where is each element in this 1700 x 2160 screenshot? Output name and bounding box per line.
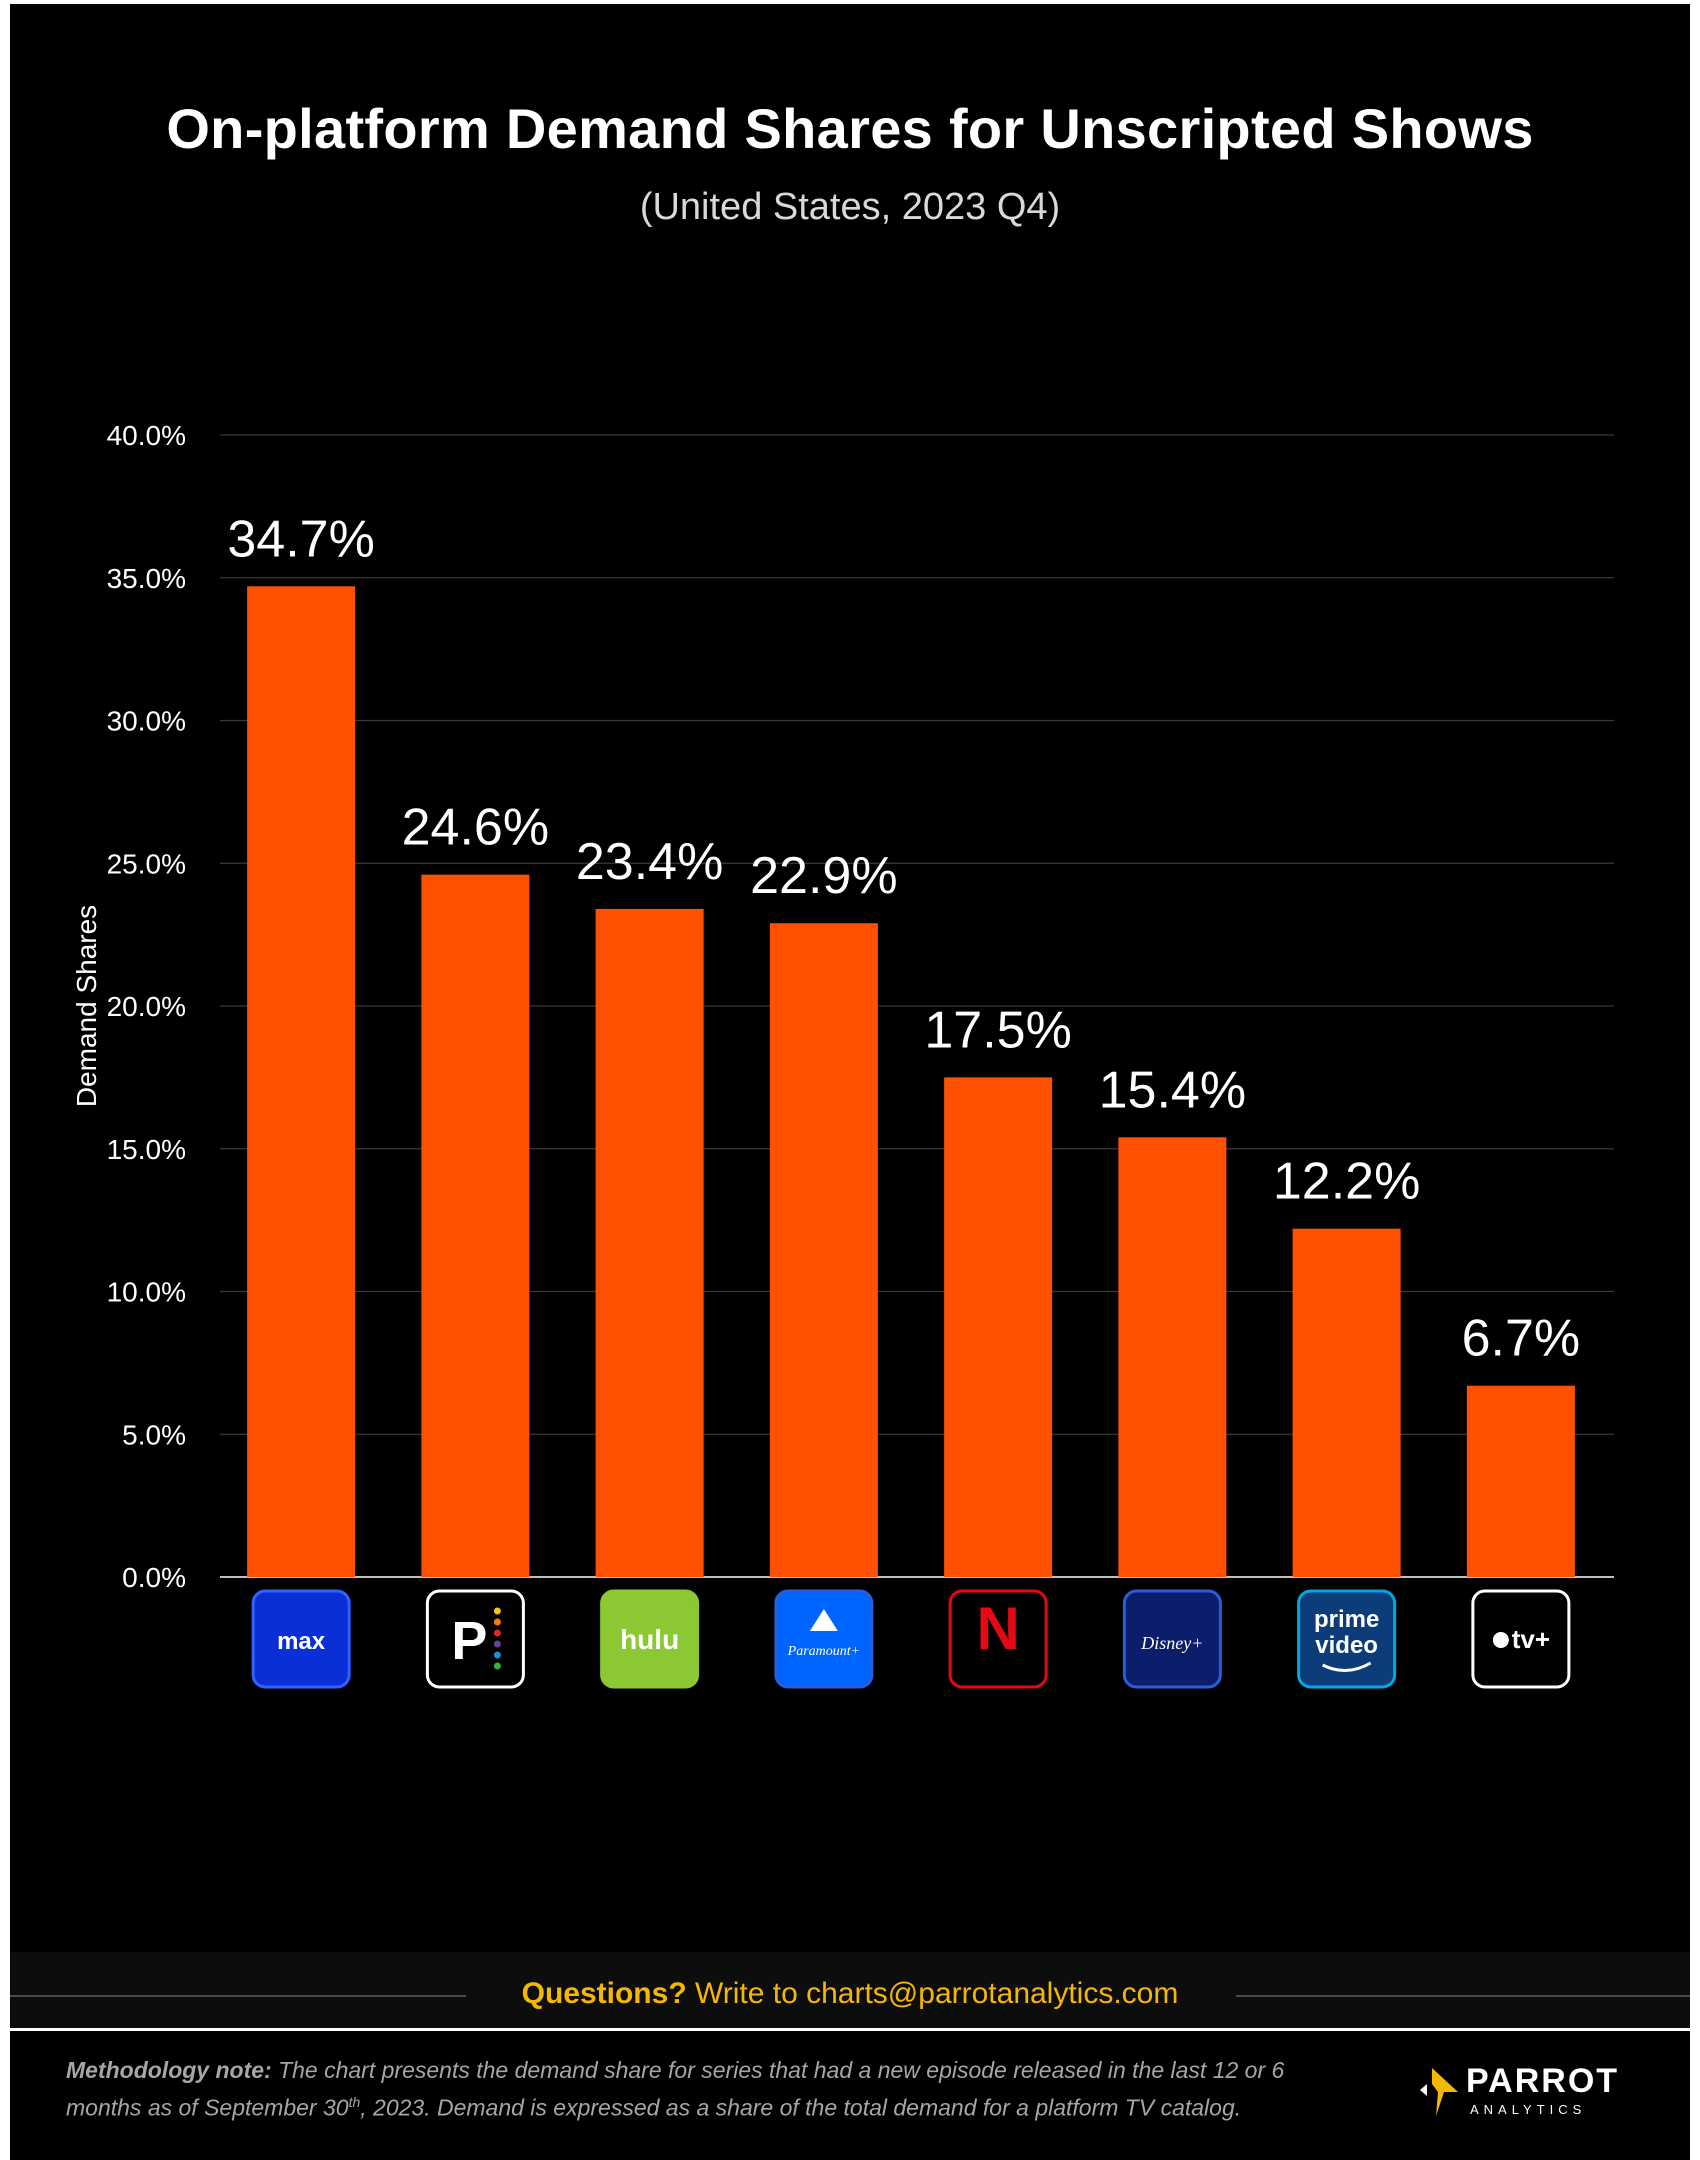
y-tick-label: 15.0% — [107, 1134, 186, 1165]
paramount-mountain-icon — [809, 1609, 838, 1631]
bar — [247, 586, 356, 1577]
peacock-dot-icon — [493, 1629, 501, 1637]
data-label: 12.2% — [1273, 1153, 1420, 1211]
apple-tv-plus-logo-icon — [1471, 1589, 1571, 1689]
data-label: 15.4% — [1099, 1061, 1246, 1119]
data-label: 24.6% — [402, 799, 549, 857]
methodology-text-2: , 2023. Demand is expressed as a share o… — [360, 2094, 1242, 2121]
bar — [1292, 1228, 1401, 1577]
logo-text: P — [451, 1611, 487, 1671]
y-axis-label: Demand Shares — [71, 905, 102, 1107]
peacock-logo-icon — [425, 1589, 525, 1689]
bar — [1118, 1137, 1227, 1577]
methodology-note: Methodology note: The chart presents the… — [66, 2054, 1336, 2124]
y-tick-label: 20.0% — [107, 991, 186, 1022]
peacock-dot-icon — [493, 1640, 501, 1648]
netflix-logo-icon — [948, 1589, 1048, 1689]
footer-band — [10, 1952, 1690, 2028]
prime-smile-icon — [1321, 1661, 1372, 1672]
data-label: 17.5% — [924, 1001, 1071, 1059]
bar-chart: 0.0% 5.0% 10.0% 15.0% 20.0% 25.0% 30.0% 35.0% 40… — [71, 420, 1614, 1689]
y-tick-label: 30.0% — [107, 706, 186, 737]
bar — [595, 908, 704, 1577]
chart-frame: On-platform Demand Shares for Unscripted… — [10, 4, 1690, 2160]
paramount-plus-logo-icon — [774, 1589, 874, 1689]
brand-subtitle: ANALYTICS — [1470, 2102, 1587, 2117]
max-logo-icon — [251, 1589, 351, 1689]
chart-title: On-platform Demand Shares for Unscripted… — [166, 97, 1534, 160]
footer-divider — [10, 2028, 1690, 2031]
bar — [769, 923, 878, 1577]
bar — [1466, 1385, 1575, 1577]
methodology-sup: th — [348, 2094, 361, 2110]
data-label: 22.9% — [750, 847, 897, 905]
logo-text: Paramount+ — [787, 1644, 860, 1659]
y-tick-label: 5.0% — [122, 1419, 186, 1450]
peacock-dot-icon — [493, 1651, 501, 1659]
chart-subtitle: (United States, 2023 Q4) — [639, 186, 1061, 228]
parrot-mark-icon — [1420, 2068, 1458, 2116]
logo-text: prime — [1314, 1606, 1379, 1633]
logo-text: video — [1315, 1632, 1378, 1659]
contact-email-text[interactable]: Write to charts@parrotanalytics.com — [686, 1977, 1179, 2010]
peacock-dot-icon — [493, 1607, 501, 1615]
data-label: 6.7% — [1462, 1310, 1581, 1368]
y-tick-label: 10.0% — [107, 1277, 186, 1308]
y-tick-label: 25.0% — [107, 848, 186, 879]
disney-plus-logo-icon — [1122, 1589, 1222, 1689]
logo-text: tv+ — [1512, 1624, 1550, 1654]
contact-line: Questions? Write to charts@parrotanalyti… — [10, 1977, 1690, 2011]
logo-text: hulu — [620, 1624, 679, 1655]
hulu-logo-icon — [600, 1589, 700, 1689]
y-tick-label: 40.0% — [107, 420, 186, 451]
brand-name: PARROT — [1466, 2062, 1620, 2100]
parrot-analytics-logo: PARROT ANALYTICS — [1418, 2062, 1658, 2122]
bar — [944, 1077, 1053, 1577]
questions-label: Questions? — [521, 1977, 687, 2010]
bar — [421, 874, 530, 1577]
footer-rule-right — [1236, 1995, 1690, 1997]
y-tick-label: 35.0% — [107, 563, 186, 594]
methodology-text-1: The chart presents the demand share for … — [66, 2057, 1285, 2121]
peacock-dot-icon — [493, 1662, 501, 1670]
logo-text: Disney+ — [1140, 1633, 1203, 1653]
logo-text: max — [277, 1628, 326, 1655]
peacock-dot-icon — [493, 1618, 501, 1626]
y-tick-label: 0.0% — [122, 1562, 186, 1593]
apple-icon — [1492, 1632, 1509, 1648]
data-label: 34.7% — [227, 510, 374, 568]
data-label: 23.4% — [576, 833, 723, 891]
logo-text: N — [976, 1595, 1019, 1662]
footer-rule-left — [10, 1995, 466, 1997]
methodology-label: Methodology note: — [66, 2057, 272, 2083]
